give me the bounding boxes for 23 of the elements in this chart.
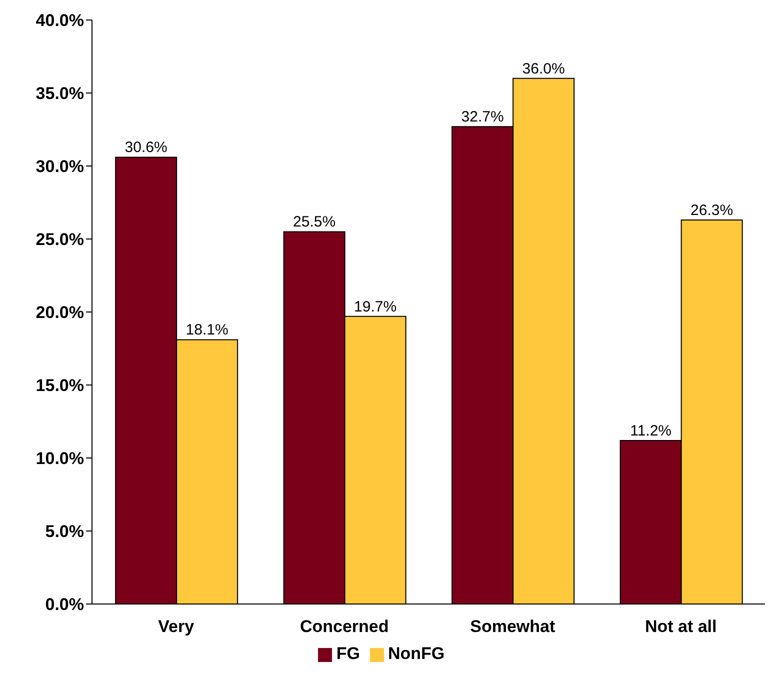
data-label: 36.0% bbox=[522, 60, 565, 78]
data-label: 19.7% bbox=[354, 298, 397, 316]
x-tick-label: Somewhat bbox=[470, 617, 556, 636]
data-label: 11.2% bbox=[630, 422, 672, 440]
y-tick-label: 20.0% bbox=[36, 303, 84, 322]
y-tick-label: 25.0% bbox=[36, 230, 84, 250]
y-tick-label: 10.0% bbox=[36, 449, 84, 468]
data-label: 26.3% bbox=[690, 202, 734, 220]
legend-label: FG bbox=[336, 644, 360, 663]
y-tick-label: 30.0% bbox=[36, 157, 84, 176]
y-tick-label: 35.0% bbox=[36, 84, 84, 104]
x-tick-label: Not at all bbox=[644, 617, 717, 636]
y-tick-label: 0.0% bbox=[45, 595, 84, 614]
y-tick-label: 5.0% bbox=[45, 522, 84, 542]
y-tick-label: 15.0% bbox=[36, 376, 84, 396]
x-tick-label: Very bbox=[158, 617, 195, 636]
data-label: 32.7% bbox=[461, 108, 504, 126]
y-tick-label: 40.0% bbox=[36, 11, 84, 30]
data-label: 18.1% bbox=[186, 322, 228, 339]
data-label: 25.5% bbox=[293, 214, 336, 231]
data-label: 30.6% bbox=[124, 139, 168, 156]
legend-label: NonFG bbox=[388, 644, 445, 663]
x-tick-label: Concerned bbox=[300, 617, 389, 636]
